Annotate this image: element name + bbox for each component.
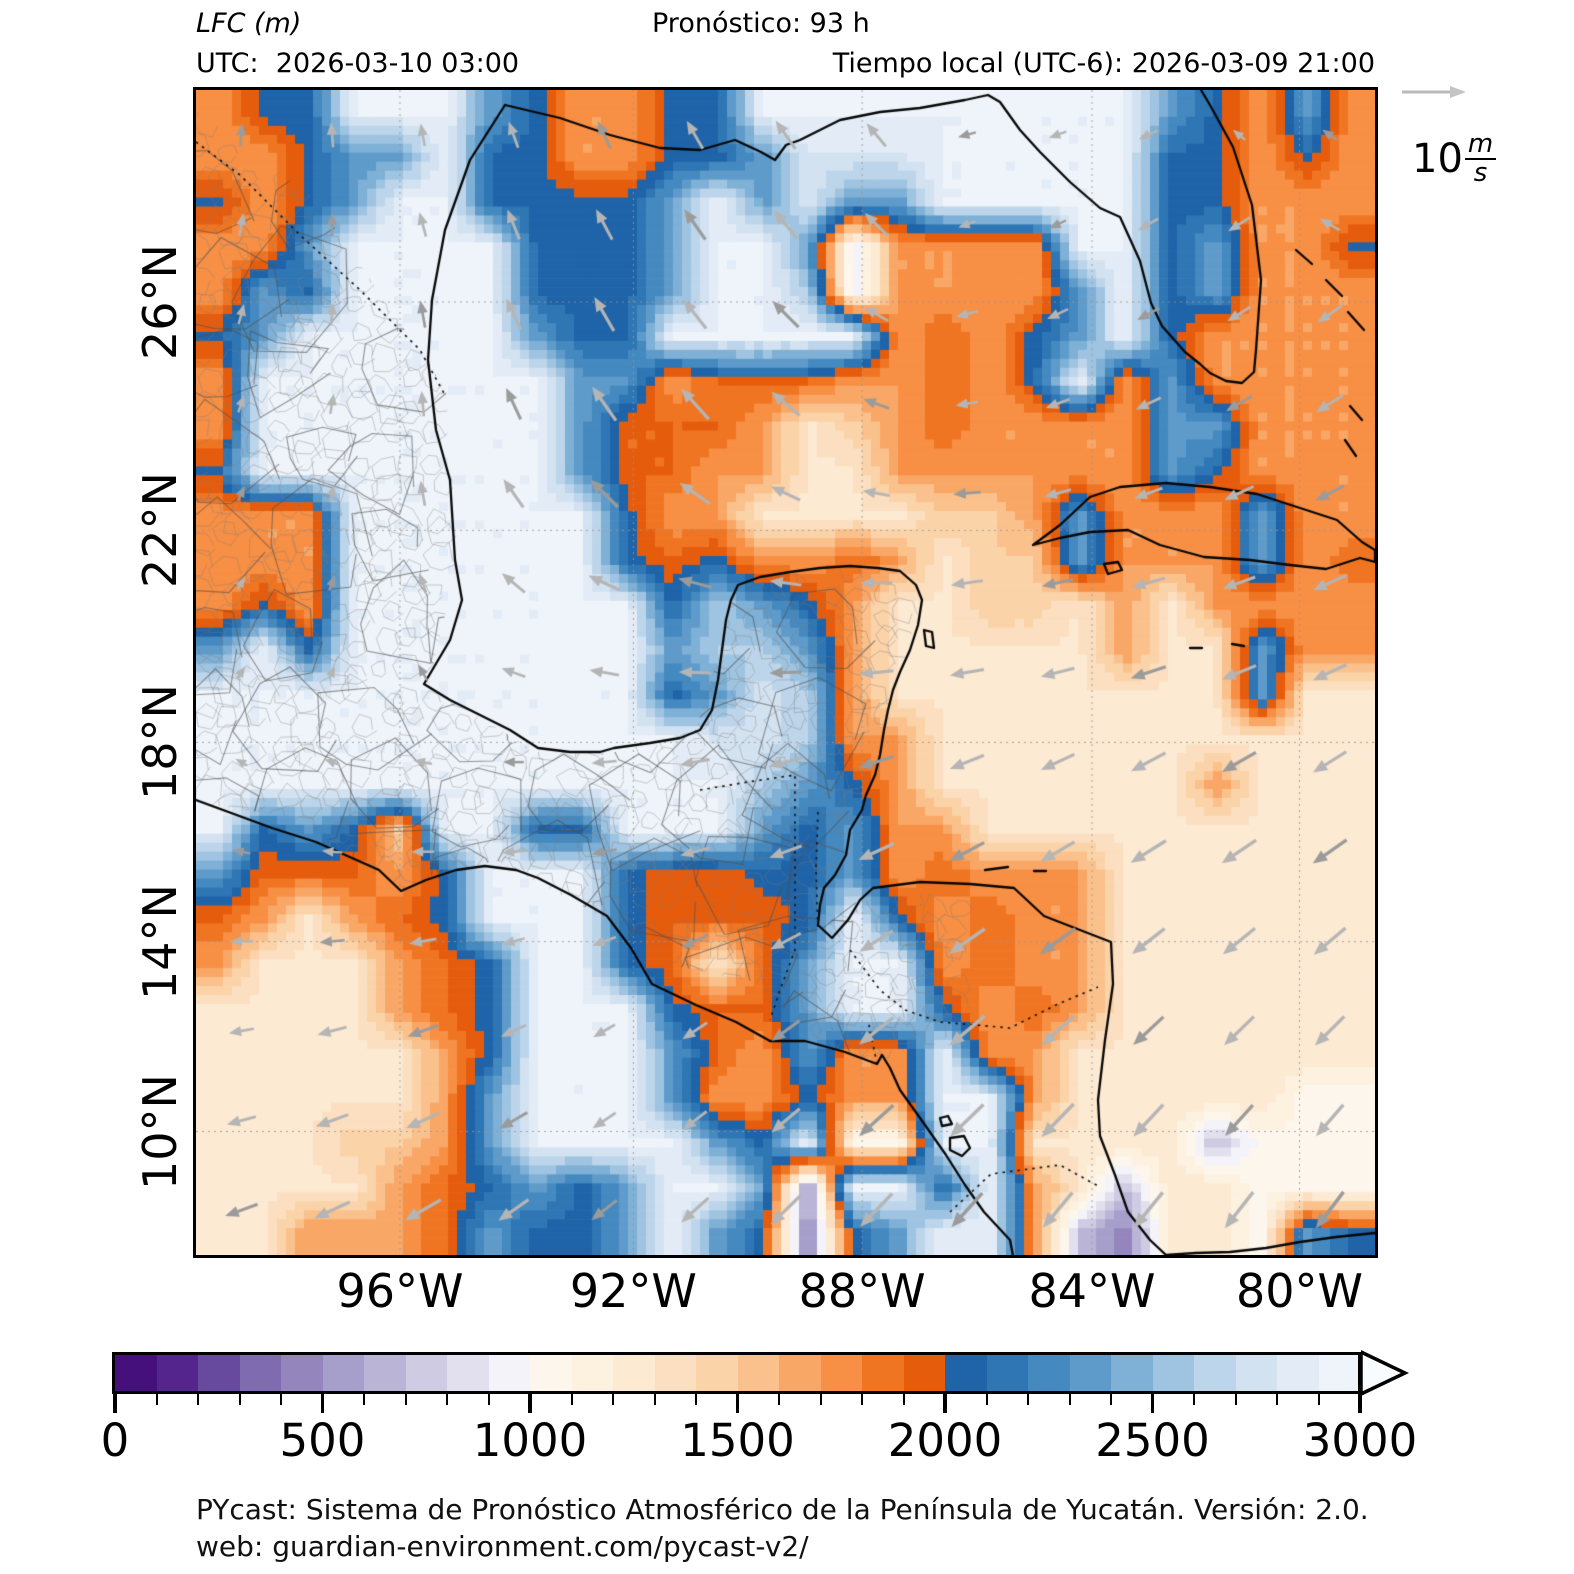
colorbar-tick — [1234, 1394, 1237, 1405]
colorbar-tick — [197, 1394, 199, 1405]
colorbar-extend-arrow — [1361, 1350, 1410, 1396]
colorbar-tick — [612, 1394, 614, 1405]
colorbar-tick-label: 2000 — [887, 1414, 1003, 1467]
x-axis-tick-label: 88°W — [798, 1264, 926, 1318]
colorbar-segment — [696, 1355, 738, 1393]
figure-title: LFC (m) — [196, 8, 302, 39]
colorbar-tick-label: 500 — [279, 1414, 366, 1467]
x-axis-tick-label: 96°W — [336, 1264, 464, 1318]
colorbar-tick — [238, 1394, 241, 1405]
colorbar-segment — [654, 1355, 696, 1393]
colorbar-segment — [571, 1355, 613, 1393]
colorbar-tick — [653, 1394, 656, 1405]
colorbar-segment — [322, 1355, 364, 1393]
footer-credit: PYcast: Sistema de Pronóstico Atmosféric… — [196, 1493, 1369, 1526]
colorbar-tick — [819, 1394, 822, 1405]
colorbar-tick — [404, 1394, 407, 1405]
colorbar-tick-label: 3000 — [1302, 1414, 1418, 1467]
colorbar-segment — [198, 1355, 240, 1393]
colorbar-segment — [1069, 1355, 1111, 1393]
wind-legend-unit-den: s — [1473, 158, 1488, 189]
colorbar-tick — [1110, 1394, 1112, 1405]
colorbar-tick — [861, 1394, 863, 1405]
footer: PYcast: Sistema de Pronóstico Atmosféric… — [196, 1492, 1369, 1566]
colorbar-segment — [862, 1355, 904, 1393]
y-axis-tick-label: 14°N — [133, 883, 187, 1000]
colorbar-tick — [1276, 1394, 1278, 1405]
wind-legend-unit-num: m — [1464, 130, 1497, 161]
colorbar-segment — [1277, 1355, 1319, 1393]
colorbar-segment — [405, 1355, 447, 1393]
colorbar-tick — [155, 1394, 158, 1405]
y-axis-tick-label: 26°N — [133, 244, 187, 360]
colorbar-segment — [1111, 1355, 1153, 1393]
colorbar-tick — [280, 1394, 282, 1405]
colorbar-tick — [446, 1394, 448, 1405]
colorbar-segment — [1028, 1355, 1070, 1393]
colorbar-tick — [735, 1394, 740, 1413]
colorbar-segment — [613, 1355, 655, 1393]
colorbar — [115, 1355, 1360, 1393]
colorbar-segment — [737, 1355, 779, 1393]
wind-legend-value: 10 — [1412, 136, 1463, 183]
colorbar-segment — [903, 1355, 945, 1393]
colorbar-tick — [363, 1394, 365, 1405]
map-frame — [193, 87, 1378, 1258]
colorbar-ticks — [113, 1394, 1362, 1418]
colorbar-tick — [1150, 1394, 1155, 1413]
colorbar-segment — [779, 1355, 821, 1393]
colorbar-segment — [447, 1355, 489, 1393]
colorbar-tick — [320, 1394, 325, 1413]
x-axis-tick-label: 84°W — [1028, 1264, 1156, 1318]
colorbar-tick — [1068, 1394, 1071, 1405]
y-axis-tick-label: 10°N — [133, 1073, 187, 1190]
local-time: Tiempo local (UTC-6): 2026-03-09 21:00 — [832, 48, 1375, 79]
x-axis-tick-label: 80°W — [1236, 1264, 1364, 1318]
footer-website: web: guardian-environment.com/pycast-v2/ — [196, 1529, 809, 1563]
wind-legend: 10 m s — [1400, 84, 1530, 188]
colorbar-tick-label: 0 — [100, 1414, 130, 1467]
colorbar-segment — [986, 1355, 1028, 1393]
colorbar-labels: 0 500 1000 1500 2000 2500 3000 — [101, 1414, 1418, 1474]
colorbar-segment — [364, 1355, 406, 1393]
colorbar-tick — [1027, 1394, 1029, 1405]
colorbar-tick — [695, 1394, 697, 1405]
colorbar-tick — [528, 1394, 532, 1413]
colorbar-segment — [820, 1355, 862, 1393]
colorbar-segment — [1235, 1355, 1277, 1393]
colorbar-segment — [945, 1355, 987, 1393]
utc-time: UTC: 2026-03-10 03:00 — [196, 48, 520, 79]
colorbar-segment — [115, 1355, 157, 1393]
colorbar-segment — [1152, 1355, 1194, 1393]
colorbar-tick-label: 2500 — [1095, 1414, 1210, 1467]
colorbar-segment — [281, 1355, 323, 1393]
wind-legend-arrow-icon — [1402, 86, 1466, 98]
colorbar-tick — [1193, 1394, 1195, 1405]
colorbar-tick-label: 1500 — [680, 1414, 795, 1467]
colorbar-tick — [902, 1394, 905, 1405]
colorbar-tick — [985, 1394, 988, 1405]
wind-legend-label: 10 m s — [1412, 130, 1530, 189]
colorbar-tick — [1317, 1394, 1320, 1405]
colorbar-segment — [239, 1355, 281, 1393]
colorbar-segment — [488, 1355, 530, 1393]
colorbar-tick — [778, 1394, 780, 1405]
colorbar-tick — [943, 1394, 947, 1413]
colorbar-segment — [530, 1355, 572, 1393]
colorbar-tick — [1358, 1394, 1362, 1413]
colorbar-tick — [113, 1394, 117, 1413]
colorbar-tick — [570, 1394, 573, 1405]
y-axis-tick-label: 22°N — [133, 472, 187, 589]
colorbar-segment — [156, 1355, 198, 1393]
y-axis-tick-label: 18°N — [133, 684, 187, 801]
colorbar-segment — [1194, 1355, 1236, 1393]
colorbar-tick-label: 1000 — [472, 1414, 588, 1467]
weather-map-canvas — [196, 90, 1375, 1255]
forecast-hours: Pronóstico: 93 h — [652, 8, 870, 39]
x-axis-tick-label: 92°W — [569, 1264, 697, 1318]
colorbar-segment — [1318, 1355, 1360, 1393]
colorbar-tick — [487, 1394, 490, 1405]
